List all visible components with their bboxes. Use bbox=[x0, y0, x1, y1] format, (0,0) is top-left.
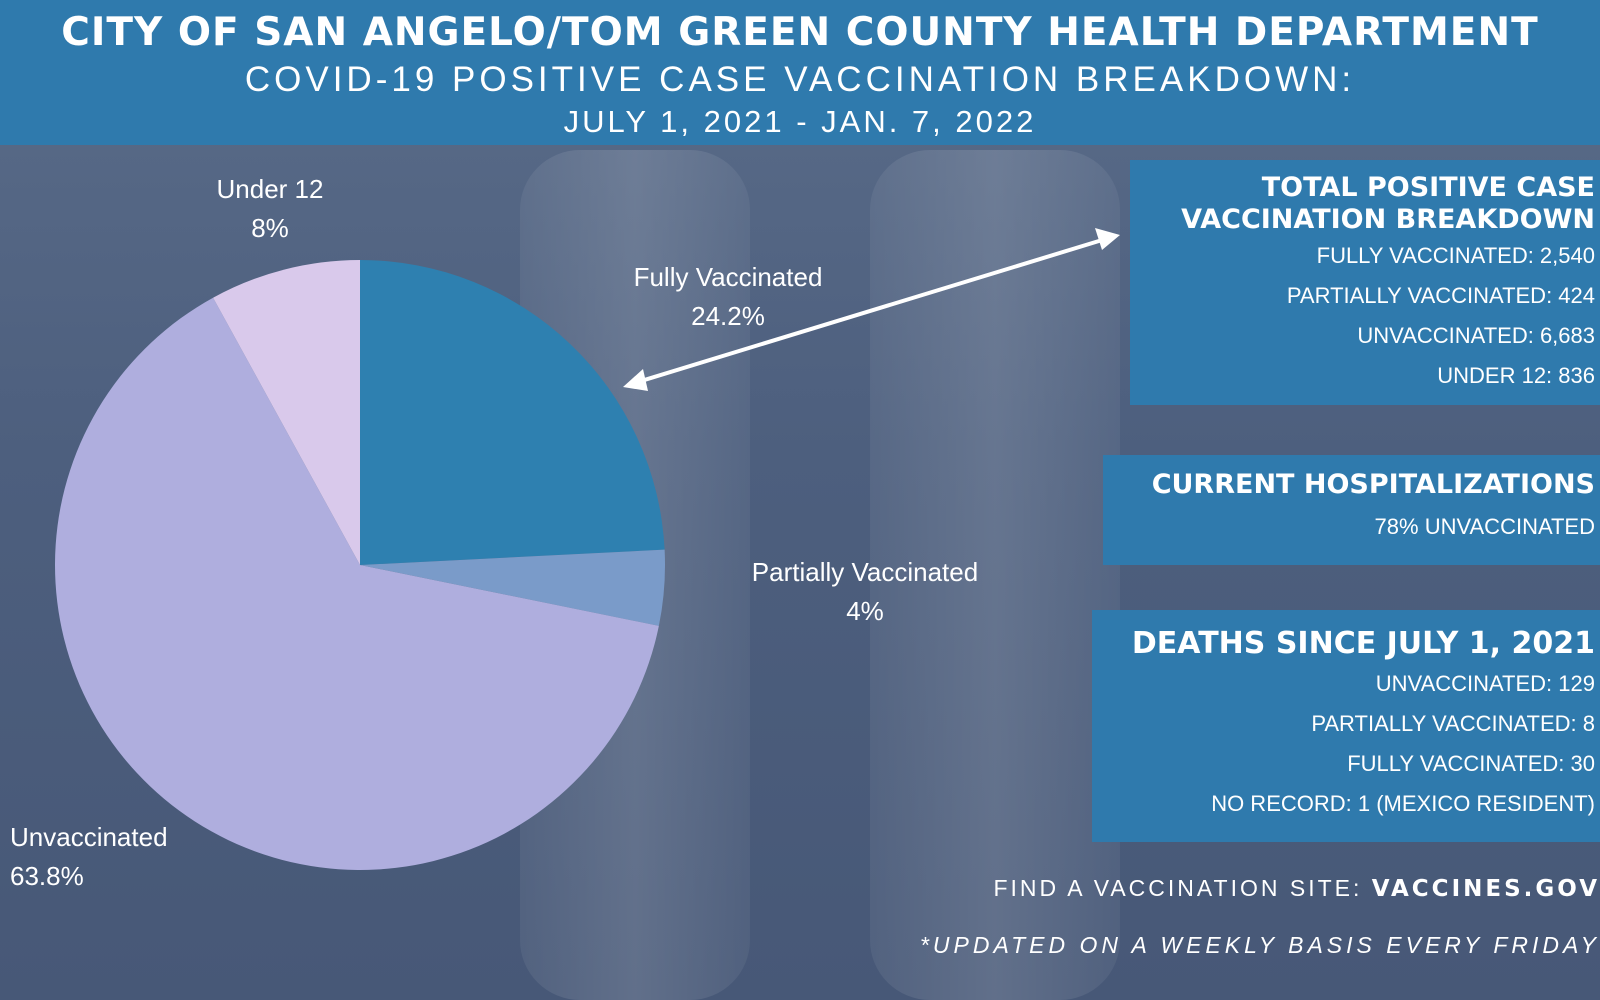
header-subtitle: COVID-19 POSITIVE CASE VACCINATION BREAK… bbox=[244, 60, 1356, 99]
header-title: CITY OF SAN ANGELO/TOM GREEN COUNTY HEAL… bbox=[61, 10, 1539, 55]
pie-label-unvaccinated: Unvaccinated 63.8% bbox=[10, 818, 168, 896]
pie-label-name: Fully Vaccinated bbox=[633, 262, 823, 292]
totals-line: FULLY VACCINATED: 2,540 bbox=[1316, 243, 1595, 268]
update-note: *UPDATED ON A WEEKLY BASIS EVERY FRIDAY bbox=[919, 932, 1600, 958]
totals-title-line2: VACCINATION BREAKDOWN bbox=[1181, 204, 1595, 235]
pie-slice-unvaccinated bbox=[54, 297, 659, 870]
arrow-head-left bbox=[623, 369, 648, 391]
arrow-head-right bbox=[1095, 228, 1120, 250]
header-banner: CITY OF SAN ANGELO/TOM GREEN COUNTY HEAL… bbox=[0, 0, 1600, 145]
deaths-panel: DEATHS SINCE JULY 1, 2021 UNVACCINATED: … bbox=[1092, 610, 1600, 842]
deaths-line: PARTIALLY VACCINATED: 8 bbox=[1311, 711, 1595, 736]
totals-title-line1: TOTAL POSITIVE CASE bbox=[1261, 172, 1595, 203]
pie-label-name: Unvaccinated bbox=[10, 822, 168, 852]
callout-arrow bbox=[623, 228, 1120, 391]
pie-label-fully-vaccinated: Fully Vaccinated 24.2% bbox=[634, 258, 823, 336]
deaths-line: NO RECORD: 1 (MEXICO RESIDENT) bbox=[1211, 791, 1595, 816]
pie-slice-partially-vaccinated bbox=[360, 549, 665, 626]
pie-label-name: Partially Vaccinated bbox=[751, 557, 979, 587]
deaths-line: FULLY VACCINATED: 30 bbox=[1347, 751, 1595, 776]
current-hospitalizations-panel: CURRENT HOSPITALIZATIONS 78% UNVACCINATE… bbox=[1103, 455, 1600, 565]
deaths-line: UNVACCINATED: 129 bbox=[1375, 671, 1595, 696]
total-positive-case-panel: TOTAL POSITIVE CASE VACCINATION BREAKDOW… bbox=[1130, 160, 1600, 405]
pie-chart bbox=[54, 228, 1120, 870]
hosp-line: 78% UNVACCINATED bbox=[1374, 514, 1595, 539]
pie-label-pct: 24.2% bbox=[691, 301, 765, 331]
pie-label-name: Under 12 bbox=[216, 174, 324, 204]
totals-line: PARTIALLY VACCINATED: 424 bbox=[1286, 283, 1595, 308]
background-vial-right bbox=[870, 150, 1120, 1000]
vaccination-site-prefix: FIND A VACCINATION SITE: bbox=[993, 875, 1363, 901]
pie-label-pct: 8% bbox=[251, 213, 289, 243]
totals-line: UNDER 12: 836 bbox=[1437, 363, 1595, 388]
header-date-range: JULY 1, 2021 - JAN. 7, 2022 bbox=[563, 104, 1037, 139]
pie-slice-under-12 bbox=[213, 260, 360, 565]
pie-label-under-12: Under 12 8% bbox=[217, 170, 324, 248]
pie-label-pct: 4% bbox=[846, 596, 884, 626]
hosp-title: CURRENT HOSPITALIZATIONS bbox=[1151, 469, 1595, 500]
vaccination-site-line: FIND A VACCINATION SITE: VACCINES.GOV bbox=[993, 875, 1600, 902]
deaths-title: DEATHS SINCE JULY 1, 2021 bbox=[1131, 626, 1595, 661]
vaccination-site-url[interactable]: VACCINES.GOV bbox=[1371, 876, 1600, 902]
pie-label-pct: 63.8% bbox=[10, 861, 84, 891]
pie-slice-fully-vaccinated bbox=[360, 260, 665, 565]
totals-line: UNVACCINATED: 6,683 bbox=[1357, 323, 1595, 348]
pie-label-partially-vaccinated: Partially Vaccinated 4% bbox=[752, 553, 978, 631]
